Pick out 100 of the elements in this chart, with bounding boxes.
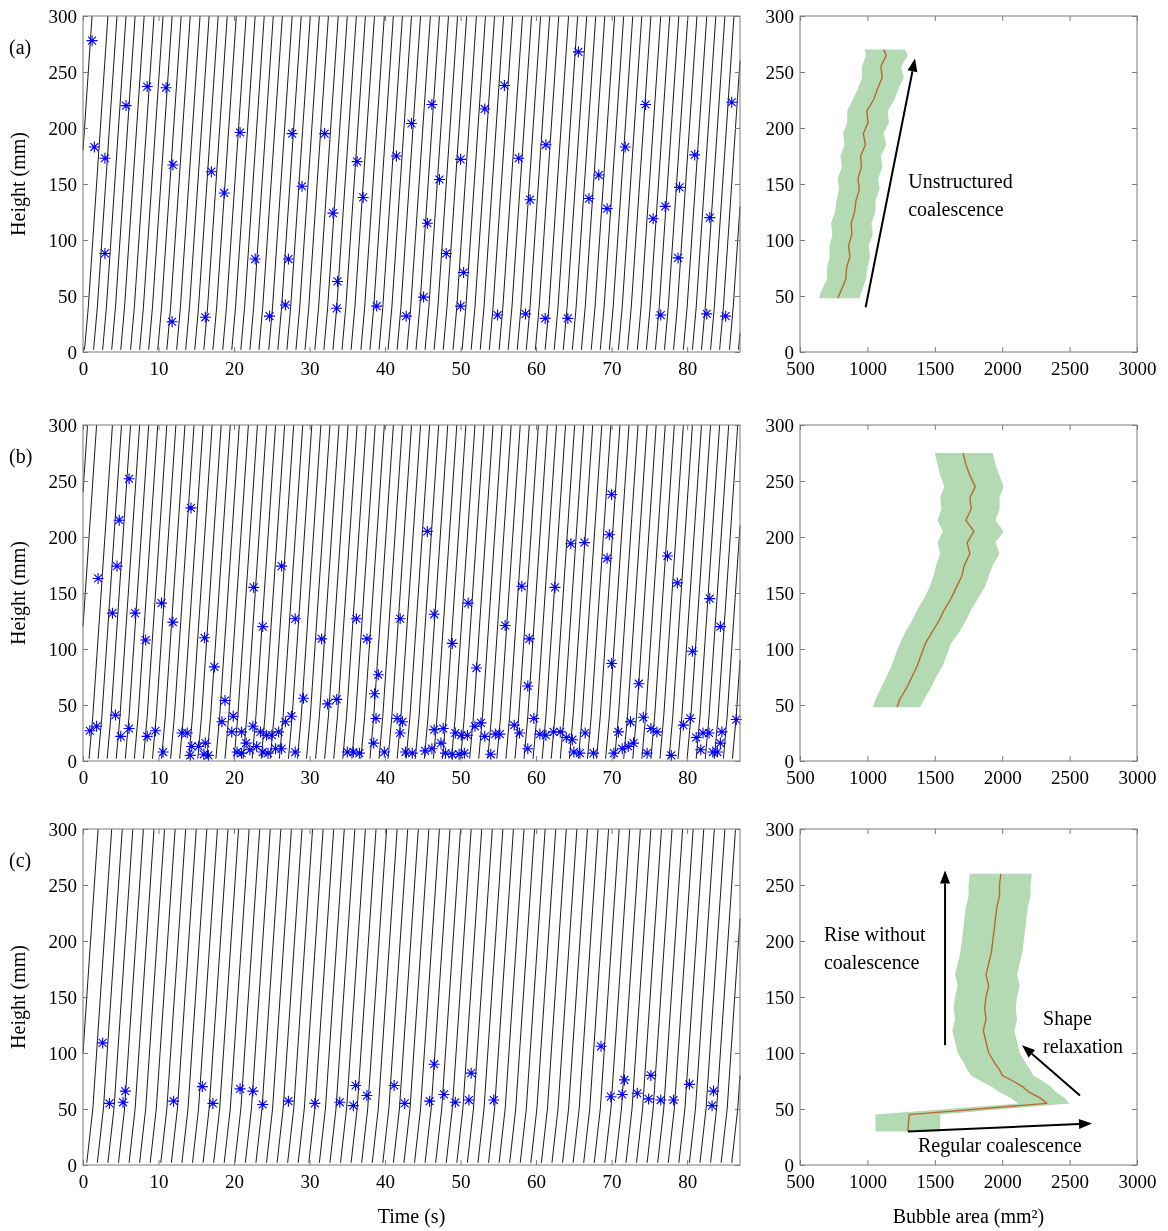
x-tick-label: 60 [527,767,547,789]
point [398,1097,411,1110]
y-tick-label: 50 [775,1098,794,1120]
point [116,1096,130,1109]
x-tick-label: 30 [300,767,320,789]
text: (a) [9,36,32,59]
x-tick-label: 1500 [916,358,955,380]
y-tick-label: 100 [48,638,77,660]
point [256,1098,269,1111]
y-tick-label: 100 [765,638,794,660]
y-tick-label: 150 [765,986,794,1008]
y-tick-label: 200 [765,117,794,139]
annotation: Regular coalescence [917,1133,1082,1157]
point [449,1096,462,1109]
point [707,1085,720,1098]
y-axis-title: Height (mm) [7,132,30,236]
x-tick-label: 1000 [848,767,887,789]
point [706,1099,719,1112]
y-tick-label: 250 [48,874,77,896]
x-tick-label: 2000 [983,1171,1022,1193]
x-tick-label: 2500 [1051,1171,1090,1193]
y-tick-label: 50 [58,1098,77,1120]
point [642,1092,655,1105]
x-tick-label: 40 [376,358,396,380]
y-tick-label: 50 [775,694,794,716]
point [388,1079,401,1092]
x-tick-label: 70 [602,358,622,380]
y-tick-label: 250 [48,470,77,492]
x-tick-label: 3000 [1118,767,1157,789]
y-tick-label: 0 [67,1154,77,1176]
point [206,1097,219,1110]
x-tick-label: 60 [527,1171,547,1193]
point [654,1093,667,1107]
y-tick-label: 300 [765,818,794,840]
y-tick-label: 300 [48,414,77,436]
point [423,1095,436,1108]
y-tick-label: 0 [67,750,77,772]
x-tick-label: 80 [678,1171,698,1193]
x-tick-label: 30 [300,1171,320,1193]
y-tick-label: 250 [765,61,794,83]
point [119,1085,132,1098]
point [437,1088,451,1101]
x-tick-label: 2500 [1051,358,1090,380]
point [644,1069,657,1082]
x-tick-label: 1500 [916,767,955,789]
x-tick-label: 30 [300,358,320,380]
x-tick-label: 60 [527,358,547,380]
point [462,1093,475,1107]
annotation: Shape relaxation [1043,1007,1124,1057]
point [103,1097,116,1110]
point [96,1036,109,1049]
y-tick-label: 200 [765,930,794,952]
point [595,1040,608,1053]
point [465,1067,478,1080]
y-tick-label: 0 [67,341,77,363]
x-axis-title: Bubble area (mm²) [892,1205,1045,1228]
x-axis-title: Time (s) [377,1205,446,1228]
y-tick-label: 50 [58,285,77,307]
x-tick-label: 10 [149,1171,169,1193]
point [246,1085,259,1098]
y-tick-label: 200 [48,117,77,139]
x-tick-label: 3000 [1118,1171,1157,1193]
y-tick-label: 50 [58,694,77,716]
x-tick-label: 40 [376,767,396,789]
x-tick-label: 50 [451,1171,471,1193]
y-tick-label: 100 [48,229,77,251]
x-tick-label: 10 [149,358,169,380]
text: (b) [9,445,33,468]
x-tick-label: 20 [225,358,245,380]
annotation: Rise without coalescence [823,923,927,973]
x-tick-label: 40 [376,1171,396,1193]
x-tick-label: 50 [451,358,471,380]
annotation: Unstructured coalescence [908,170,1013,221]
x-tick-label: 2000 [983,767,1022,789]
point [667,1093,680,1107]
x-tick-label: 80 [678,358,698,380]
y-tick-label: 150 [765,173,794,195]
point [360,1089,373,1102]
y-tick-label: 250 [765,874,794,896]
x-tick-label: 20 [225,1171,245,1193]
y-tick-label: 250 [765,470,794,492]
point [308,1097,321,1110]
y-tick-label: 150 [48,986,77,1008]
x-tick-label: 2000 [983,358,1022,380]
point [618,1073,631,1086]
y-tick-label: 300 [765,414,794,436]
y-tick-label: 100 [765,229,794,251]
y-tick-label: 200 [765,526,794,548]
point [196,1080,209,1093]
point [234,1082,247,1095]
x-tick-label: 2500 [1051,767,1090,789]
y-tick-label: 300 [765,5,794,27]
y-axis-title: Height (mm) [7,541,30,645]
y-tick-label: 50 [775,285,794,307]
x-tick-label: 10 [149,767,169,789]
y-tick-label: 300 [48,5,77,27]
point [631,1087,644,1100]
point [282,1095,295,1108]
point [347,1099,360,1112]
x-tick-label: 50 [451,767,471,789]
